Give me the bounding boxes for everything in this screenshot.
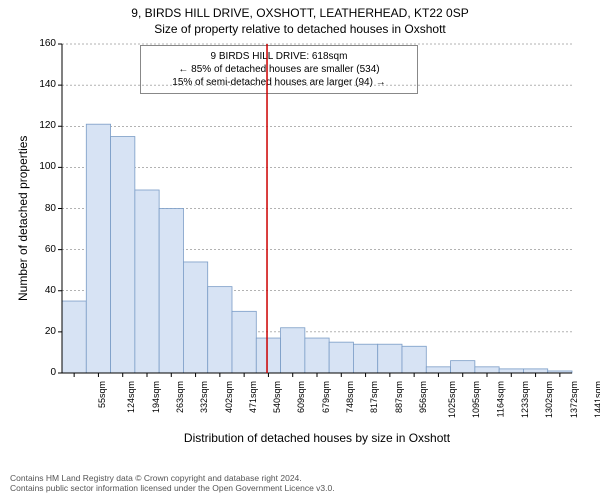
x-tick: 332sqm — [199, 381, 209, 413]
x-tick: 1302sqm — [544, 381, 554, 418]
x-tick: 609sqm — [296, 381, 306, 413]
x-tick: 1233sqm — [520, 381, 530, 418]
y-tick: 40 — [26, 285, 56, 296]
y-tick: 140 — [26, 79, 56, 90]
x-axis-label: Distribution of detached houses by size … — [62, 431, 572, 445]
x-tick: 124sqm — [126, 381, 136, 413]
x-tick: 471sqm — [248, 381, 258, 413]
x-tick: 817sqm — [369, 381, 379, 413]
x-tick: 1025sqm — [447, 381, 457, 418]
y-tick: 20 — [26, 326, 56, 337]
x-tick: 402sqm — [224, 381, 234, 413]
y-tick: 120 — [26, 120, 56, 131]
x-tick: 1372sqm — [569, 381, 579, 418]
x-tick: 679sqm — [321, 381, 331, 413]
x-tick: 748sqm — [345, 381, 355, 413]
attribution-line1: Contains HM Land Registry data © Crown c… — [10, 473, 590, 484]
y-tick: 80 — [26, 203, 56, 214]
x-tick: 263sqm — [175, 381, 185, 413]
y-tick: 100 — [26, 161, 56, 172]
x-tick: 1441sqm — [593, 381, 600, 418]
chart-subtitle: Size of property relative to detached ho… — [0, 20, 600, 36]
x-tick: 887sqm — [394, 381, 404, 413]
y-tick: 60 — [26, 244, 56, 255]
y-tick: 160 — [26, 38, 56, 49]
x-tick: 194sqm — [151, 381, 161, 413]
attribution-line2: Contains public sector information licen… — [10, 483, 590, 494]
y-tick: 0 — [26, 367, 56, 378]
attribution-text: Contains HM Land Registry data © Crown c… — [10, 473, 590, 494]
x-tick: 540sqm — [272, 381, 282, 413]
x-tick: 956sqm — [418, 381, 428, 413]
histogram-plot — [62, 44, 572, 374]
chart-title: 9, BIRDS HILL DRIVE, OXSHOTT, LEATHERHEA… — [0, 0, 600, 20]
x-tick: 1095sqm — [471, 381, 481, 418]
x-tick: 1164sqm — [495, 381, 505, 417]
x-tick: 55sqm — [97, 381, 107, 408]
